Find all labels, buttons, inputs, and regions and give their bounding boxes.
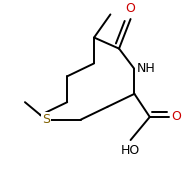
Text: O: O bbox=[126, 2, 136, 15]
Text: NH: NH bbox=[136, 62, 155, 75]
Text: S: S bbox=[42, 113, 50, 126]
Text: O: O bbox=[171, 110, 181, 123]
Text: HO: HO bbox=[121, 144, 140, 157]
